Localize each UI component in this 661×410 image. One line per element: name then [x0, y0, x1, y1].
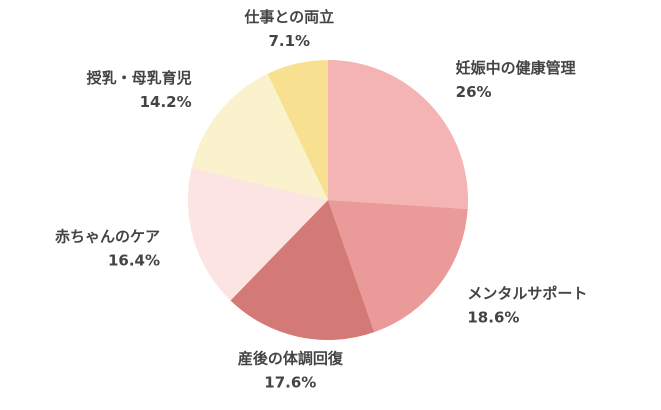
pie-slice [328, 200, 468, 333]
slice-label: 授乳・母乳育児 [87, 69, 192, 87]
slice-label: 赤ちゃんのケア [55, 228, 160, 246]
slice-value-label: 18.6% [467, 308, 519, 326]
pie-slice [328, 60, 468, 210]
slice-value-label: 26% [456, 83, 492, 101]
slice-value-label: 17.6% [264, 373, 316, 391]
slice-value-label: 14.2% [140, 93, 192, 111]
pie-slice [191, 73, 328, 200]
slice-label: 仕事との両立 [243, 8, 334, 26]
slice-value-label: 16.4% [108, 252, 160, 270]
pie-slice [267, 60, 328, 200]
slice-label: 産後の体調回復 [238, 349, 344, 367]
slice-label: 妊娠中の健康管理 [456, 59, 576, 77]
pie-slice [230, 200, 375, 340]
slice-value-label: 7.1% [268, 32, 310, 50]
pie-slice [187, 167, 328, 301]
slice-label: メンタルサポート [467, 284, 587, 302]
